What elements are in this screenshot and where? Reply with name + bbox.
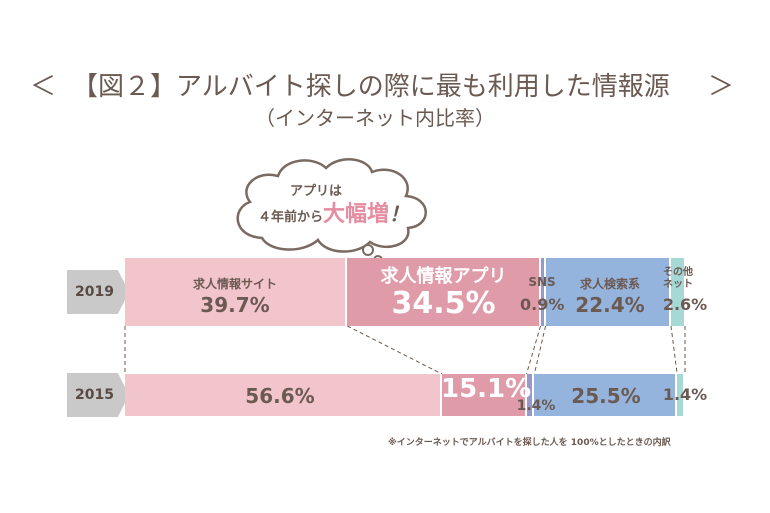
bar-2019-2 (540, 258, 546, 326)
value-sns-2015: 1.4% (516, 398, 556, 414)
connector-line (533, 325, 547, 375)
callout-line2: ４年前から大幅増！ (258, 196, 409, 228)
year-tag-2015: 2015 (67, 373, 129, 417)
footnote: ※インターネットでアルバイトを探した人を 100%としたときの内訳 (388, 438, 671, 448)
value-app-2015: 15.1% (441, 374, 532, 404)
bar-2015-3 (534, 374, 678, 416)
label-site-2019: 求人情報サイト (192, 277, 277, 291)
bar-2019-0 (125, 258, 348, 326)
chart-subtitle: （インターネット内比率） (255, 106, 495, 130)
label-other-2019: その他 ネット (663, 267, 693, 290)
bar-2015-1 (441, 374, 527, 416)
callout-highlight: 大幅増 (323, 202, 390, 227)
label-app-2019: 求人情報アプリ (380, 266, 507, 287)
value-other-2015: 1.4% (662, 385, 708, 404)
label-search-2019: 求人検索系 (579, 277, 640, 291)
title-text: 【図２】アルバイト探しの際に最も利用した情報源 (72, 72, 670, 102)
bar-2019-3 (545, 258, 671, 326)
callout-line1: アプリは (290, 184, 343, 199)
bar-2019-4 (671, 258, 686, 326)
value-site-2015: 56.6% (245, 384, 315, 408)
next-arrow[interactable]: ＞ (708, 72, 735, 102)
prev-arrow[interactable]: ＜ (30, 72, 57, 102)
value-search-2015: 25.5% (571, 384, 641, 408)
value-site-2019: 39.7% (200, 293, 270, 317)
bar-2015-0 (125, 374, 442, 416)
label-sns-2019: SNS (528, 275, 556, 289)
bar-2019-1 (347, 258, 541, 326)
value-app-2019: 34.5% (391, 286, 496, 321)
callout-exclaim: ！ (389, 202, 410, 226)
value-other-2019: 2.6% (662, 295, 708, 314)
connector-line (526, 325, 542, 375)
callout-text: ４年前から (258, 210, 324, 225)
connector-line (347, 325, 443, 375)
bar-2015-4 (677, 374, 685, 416)
bar-2015-2 (526, 374, 535, 416)
year-tag-2019: 2019 (67, 270, 129, 314)
connector-line (670, 325, 678, 375)
value-search-2019: 22.4% (575, 293, 645, 317)
value-sns-2019: 0.9% (520, 295, 565, 314)
